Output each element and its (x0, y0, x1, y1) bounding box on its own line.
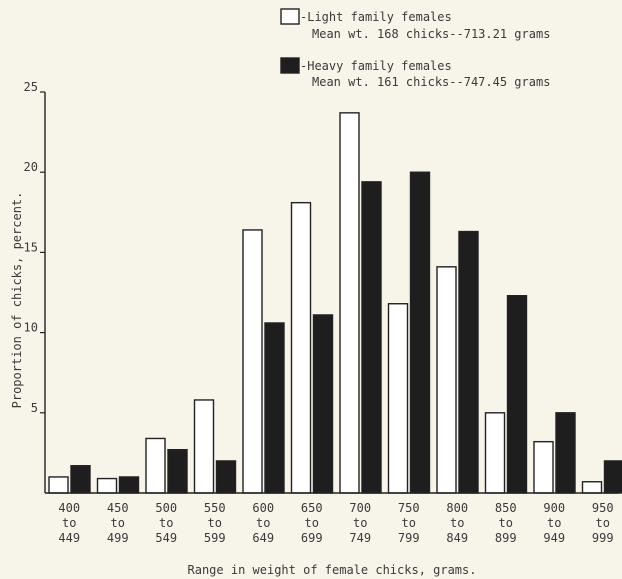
legend-swatch-heavy (280, 57, 300, 74)
legend-note-light: Mean wt. 168 chicks--713.21 grams (312, 27, 550, 41)
bar-heavy-950 (603, 460, 622, 494)
bar-heavy-600 (264, 322, 285, 494)
bar-heavy-450 (118, 476, 140, 494)
x-axis: 400 to 449 450 to 499 500 to 549 550 to 599 600 to 649… (45, 492, 618, 545)
x-tick-label-900: 900 to 949 (543, 501, 565, 545)
y-axis: 5 10 15 20 25 (24, 80, 46, 493)
legend-label-light: -Light family females (300, 10, 452, 24)
x-tick-label-650: 650 to 699 (301, 501, 323, 545)
bar-light-900 (533, 440, 554, 494)
x-tick-label-500: 500 to 549 (155, 501, 177, 545)
bar-heavy-550 (215, 460, 237, 494)
bar-light-650 (290, 201, 312, 494)
bar-light-750 (387, 303, 409, 494)
bar-light-400 (48, 476, 69, 494)
bar-light-850 (484, 412, 506, 494)
bar-light-450 (96, 477, 118, 494)
legend-label-heavy: -Heavy family females (300, 59, 452, 73)
bar-light-800 (436, 266, 457, 494)
x-tick-label-550: 550 to 599 (204, 501, 226, 545)
x-tick-label-950: 950 to 999 (592, 501, 614, 545)
bar-heavy-850 (506, 295, 528, 494)
bar-heavy-800 (458, 230, 479, 494)
x-axis-label: Range in weight of female chicks, grams. (188, 563, 477, 577)
legend-note-heavy: Mean wt. 161 chicks--747.45 grams (312, 75, 550, 89)
bar-light-700 (339, 112, 360, 494)
y-tick-label-20: 20 (24, 160, 38, 174)
bar-light-600 (242, 229, 263, 494)
bar-heavy-900 (555, 412, 576, 494)
y-tick-label-10: 10 (24, 321, 38, 335)
bar-heavy-650 (312, 314, 334, 494)
bar-light-500 (145, 437, 166, 494)
y-axis-label: Proportion of chicks, percent. (10, 192, 24, 409)
bar-heavy-750 (409, 171, 431, 494)
x-tick-label-450: 450 to 499 (107, 501, 129, 545)
x-tick-label-400: 400 to 449 (58, 501, 80, 545)
x-tick-label-700: 700 to 749 (349, 501, 371, 545)
x-tick-label-800: 800 to 849 (446, 501, 468, 545)
legend: -Light family females Mean wt. 168 chick… (280, 8, 550, 89)
bar-heavy-500 (167, 448, 188, 494)
bar-light-550 (193, 399, 215, 494)
bar-heavy-400 (70, 465, 91, 494)
y-tick-label-5: 5 (31, 401, 38, 415)
y-tick-label-15: 15 (24, 240, 38, 254)
legend-swatch-light (280, 8, 300, 25)
bars-group (48, 112, 622, 494)
x-tick-label-750: 750 to 799 (398, 501, 420, 545)
bar-heavy-700 (361, 181, 382, 494)
x-tick-label-600: 600 to 649 (252, 501, 274, 545)
y-tick-label-25: 25 (24, 80, 38, 94)
x-tick-label-850: 850 to 899 (495, 501, 517, 545)
bar-light-950 (581, 481, 603, 494)
